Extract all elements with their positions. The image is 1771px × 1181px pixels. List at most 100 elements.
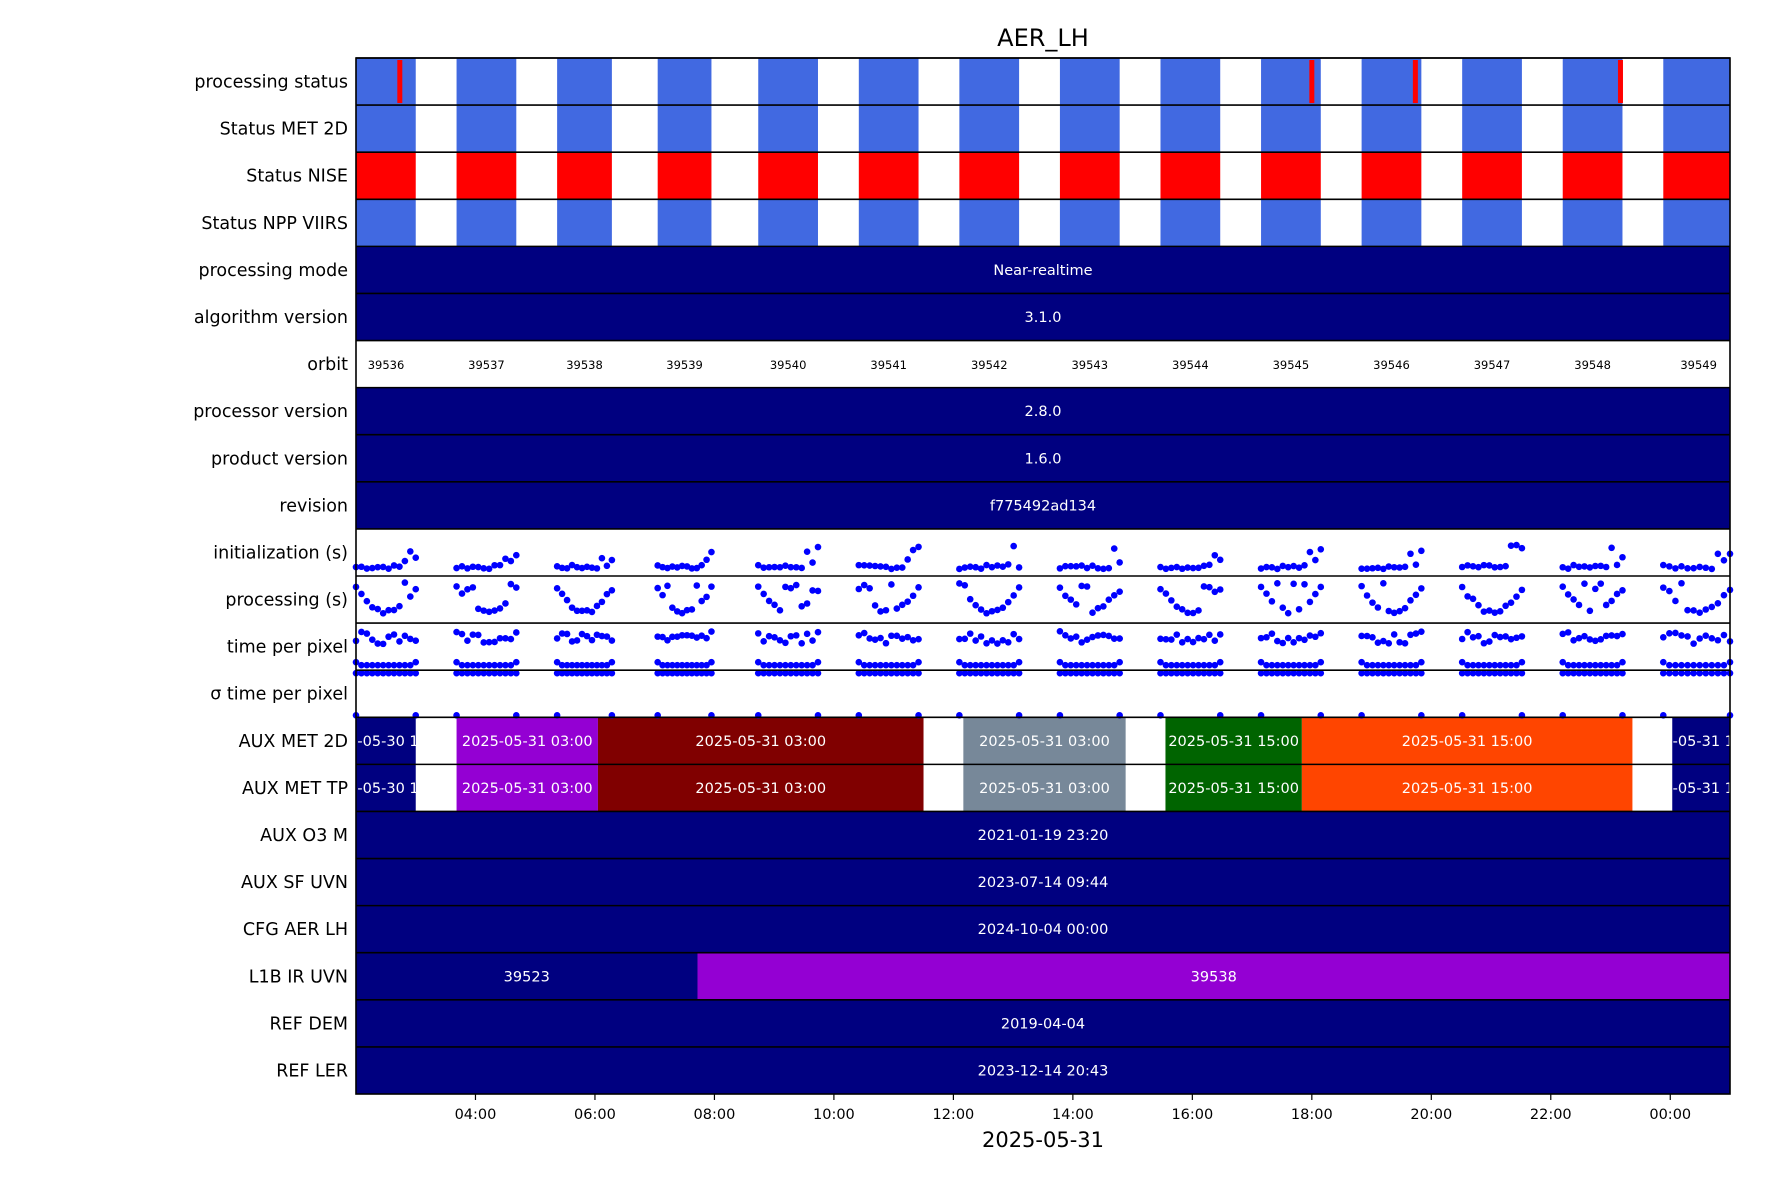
orbit-band bbox=[657, 105, 712, 153]
data-point bbox=[1496, 633, 1504, 641]
data-point bbox=[1708, 603, 1716, 611]
data-point bbox=[485, 661, 493, 669]
data-point bbox=[1407, 597, 1414, 604]
data-point bbox=[1486, 638, 1493, 645]
data-point bbox=[1195, 564, 1202, 572]
data-point bbox=[782, 661, 789, 669]
data-point bbox=[1089, 661, 1096, 669]
orbit-band bbox=[1160, 58, 1221, 106]
data-point bbox=[669, 604, 676, 611]
data-point bbox=[1672, 597, 1679, 605]
data-point bbox=[909, 637, 917, 644]
value-band bbox=[356, 858, 1730, 906]
data-point bbox=[379, 669, 387, 677]
segment-band bbox=[1672, 717, 1730, 765]
data-point bbox=[1105, 669, 1113, 677]
data-point bbox=[385, 661, 392, 669]
data-point bbox=[368, 603, 376, 611]
value-band bbox=[356, 246, 1730, 294]
data-point bbox=[698, 597, 705, 605]
data-point bbox=[956, 669, 963, 677]
data-point bbox=[1486, 661, 1493, 669]
data-point bbox=[583, 661, 591, 669]
data-point bbox=[1496, 608, 1504, 615]
plot-frame bbox=[355, 57, 1731, 1095]
segment-band bbox=[963, 717, 1126, 765]
data-point bbox=[1507, 542, 1515, 550]
segment-band bbox=[456, 717, 598, 765]
segment-band bbox=[963, 764, 1126, 812]
data-point bbox=[972, 637, 979, 644]
data-point bbox=[1284, 563, 1292, 571]
band-labels-layer: Near-realtime 3.1.0 39536 39537 39538 39539 39… bbox=[321, 263, 1767, 1080]
segment-label: 2025-05-31 15:00 bbox=[1636, 734, 1767, 750]
data-point bbox=[693, 582, 701, 589]
data-point bbox=[977, 661, 985, 669]
data-point bbox=[855, 631, 863, 639]
segment-label: 2025-05-31 15:00 bbox=[1636, 781, 1767, 797]
orbit-number: 39547 bbox=[1474, 358, 1511, 372]
data-point bbox=[390, 669, 398, 677]
data-point bbox=[1518, 586, 1526, 594]
data-point bbox=[374, 640, 382, 647]
data-point bbox=[961, 564, 969, 571]
data-point bbox=[1295, 564, 1303, 571]
band-label: 2023-07-14 09:44 bbox=[978, 875, 1109, 891]
data-point bbox=[904, 556, 911, 563]
data-point bbox=[1089, 633, 1096, 641]
data-point bbox=[776, 563, 784, 571]
data-point bbox=[1290, 661, 1297, 669]
data-point bbox=[1475, 669, 1482, 677]
data-point bbox=[474, 605, 482, 613]
segment-band bbox=[597, 717, 924, 765]
data-point bbox=[1559, 658, 1567, 666]
data-point bbox=[803, 661, 811, 669]
data-point bbox=[1480, 661, 1488, 669]
data-point bbox=[1067, 562, 1075, 570]
data-point bbox=[1211, 551, 1219, 559]
data-point bbox=[1659, 658, 1667, 666]
segment-band bbox=[1301, 717, 1633, 765]
row-label: AUX MET 2D bbox=[239, 732, 348, 752]
orbit-band bbox=[1059, 105, 1120, 153]
data-point bbox=[1613, 632, 1621, 640]
data-point bbox=[1062, 592, 1069, 600]
data-point bbox=[593, 631, 601, 639]
data-point bbox=[1418, 585, 1425, 592]
orbit-band bbox=[758, 152, 818, 200]
bands-layer bbox=[356, 58, 1730, 1094]
segment-label: 2025-05-31 03:00 bbox=[462, 781, 593, 797]
data-point bbox=[1162, 590, 1170, 597]
data-point bbox=[1708, 565, 1716, 573]
data-point bbox=[871, 669, 879, 677]
orbit-band bbox=[858, 105, 919, 153]
data-point bbox=[792, 581, 800, 589]
data-point bbox=[866, 661, 873, 669]
data-point bbox=[909, 669, 917, 677]
data-point bbox=[760, 661, 767, 669]
row-label: AUX MET TP bbox=[242, 779, 348, 799]
orbit-band bbox=[356, 105, 416, 153]
row-label: processing status bbox=[194, 73, 348, 93]
data-point bbox=[603, 669, 611, 677]
data-point bbox=[1586, 636, 1594, 643]
x-tick-label: 20:00 bbox=[1410, 1107, 1452, 1123]
data-point bbox=[1469, 634, 1477, 641]
data-point bbox=[1586, 607, 1594, 615]
data-point bbox=[1116, 635, 1123, 642]
data-point bbox=[803, 630, 811, 638]
data-point bbox=[1306, 669, 1314, 677]
data-point bbox=[977, 565, 985, 572]
data-point bbox=[1279, 669, 1287, 677]
scatter-layer bbox=[352, 541, 1734, 719]
data-point bbox=[407, 661, 414, 669]
data-point bbox=[1491, 609, 1499, 616]
data-point bbox=[792, 563, 800, 571]
data-point bbox=[474, 661, 482, 669]
data-point bbox=[1263, 590, 1270, 597]
data-point bbox=[988, 661, 996, 669]
data-point bbox=[809, 669, 816, 677]
data-point bbox=[1078, 582, 1085, 590]
row-label: REF DEM bbox=[270, 1014, 348, 1034]
band-label: 2.8.0 bbox=[1025, 404, 1062, 420]
